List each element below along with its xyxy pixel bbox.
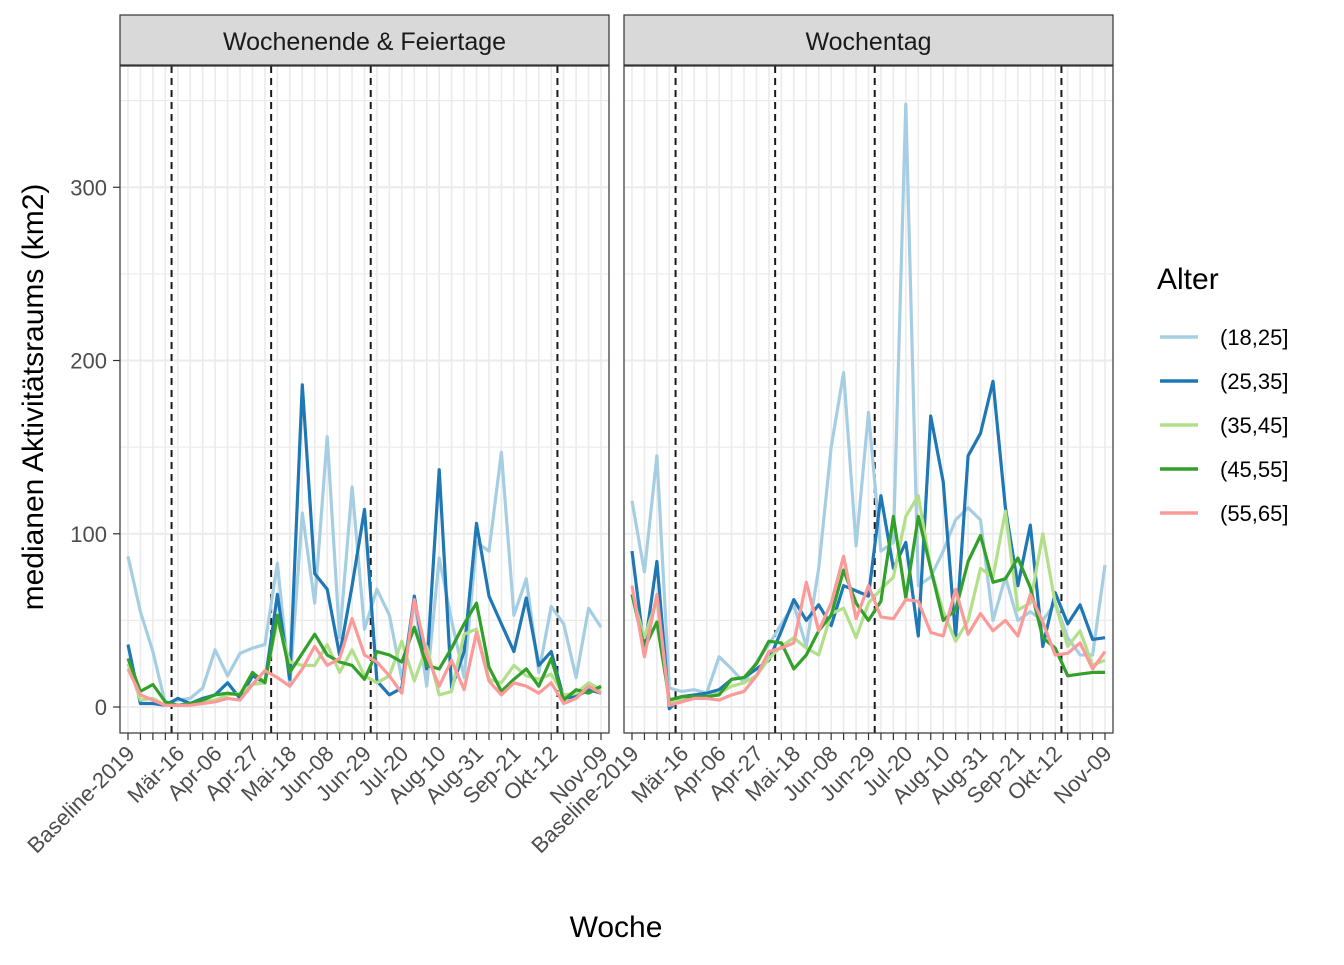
legend-label: (35,45] (1220, 413, 1289, 438)
facet-title: Wochentag (805, 28, 931, 56)
y-tick-label: 200 (70, 349, 107, 374)
series-line-55-65 (126, 597, 602, 707)
series-line-18-25 (630, 102, 1107, 695)
panel-wochentag: Wochentag (623, 14, 1114, 734)
panels-layer: Wochenende & Feiertage Wochentag (119, 14, 1114, 734)
facet-strip (119, 14, 610, 66)
legend-label: (25,35] (1220, 369, 1289, 394)
series-line-55-65 (630, 554, 1107, 707)
legend: Alter (18,25] (25,35] (35,45] (45,55] (55,65… (1157, 263, 1289, 526)
legend-title: Alter (1157, 263, 1219, 296)
series-line-45-55 (630, 514, 1105, 702)
facet-strip (623, 14, 1114, 66)
series-line-45-55 (126, 601, 602, 707)
legend-label: (45,55] (1220, 457, 1289, 482)
y-tick-label: 100 (70, 522, 107, 547)
legend-label: (18,25] (1220, 325, 1289, 350)
facet-title: Wochenende & Feiertage (223, 28, 506, 56)
y-tick-label: 300 (70, 175, 107, 200)
series-line-25-35 (630, 379, 1106, 711)
x-tick-label: Baseline-2019 (22, 741, 139, 858)
panel-wochenende: Wochenende & Feiertage (119, 14, 610, 734)
series-line-18-25 (126, 435, 603, 706)
y-axis-title: medianen Aktivitätsraums (km2) (17, 184, 50, 611)
legend-label: (55,65] (1220, 501, 1289, 526)
x-axis-title: Woche (570, 911, 663, 944)
y-tick-label: 0 (95, 695, 107, 720)
